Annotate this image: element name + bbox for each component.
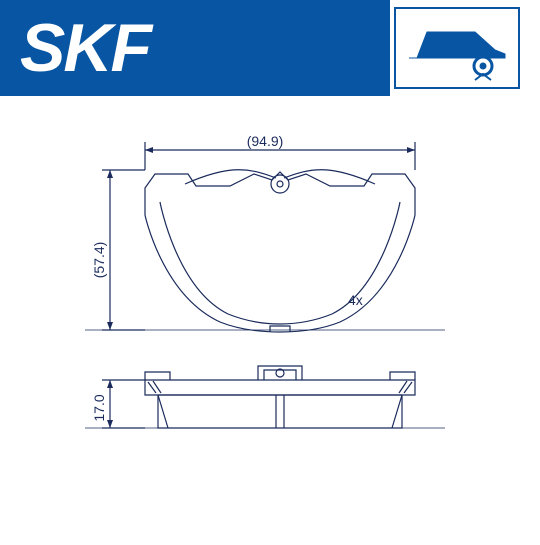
width-dimension-label: (94.9) bbox=[247, 133, 284, 149]
brake-pad-side-view bbox=[145, 366, 415, 428]
technical-drawing: (94.9) (57.4) bbox=[0, 120, 540, 540]
drawing-svg: (94.9) (57.4) bbox=[0, 120, 540, 540]
logo-box: SKF bbox=[0, 0, 390, 96]
car-rear-icon-box bbox=[394, 7, 520, 89]
brand-logo-text: SKF bbox=[20, 9, 150, 87]
quantity-label: 4x bbox=[348, 292, 363, 308]
height-dimension-label: (57.4) bbox=[91, 242, 107, 279]
header-bar: SKF bbox=[0, 0, 540, 96]
car-rear-wheel-icon bbox=[397, 10, 517, 86]
thickness-dimension-label: 17.0 bbox=[91, 394, 107, 421]
brake-pad-front-view bbox=[145, 170, 415, 332]
